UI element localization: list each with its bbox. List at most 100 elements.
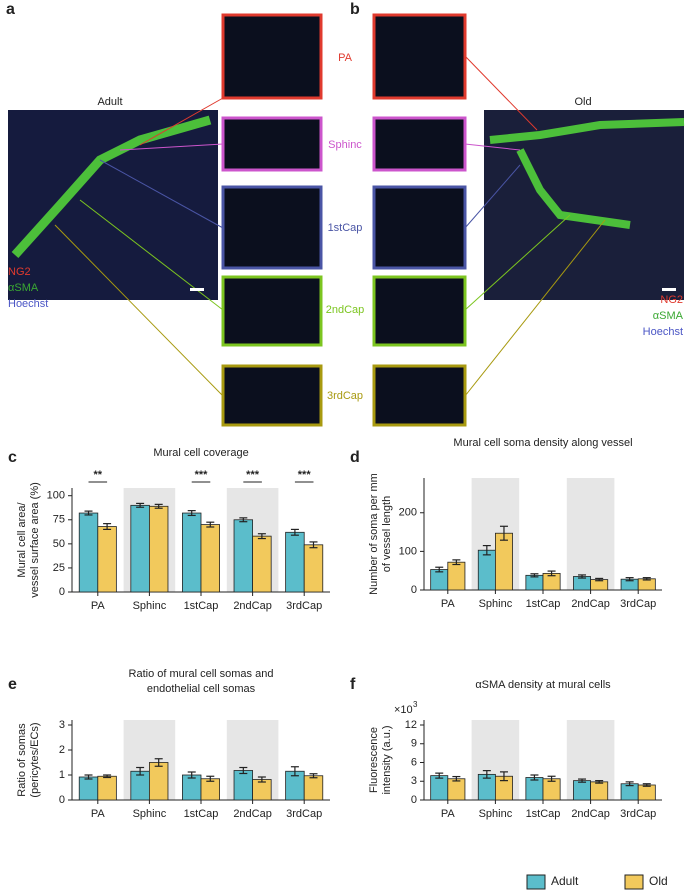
bar (97, 775, 117, 801)
x-tick-label: Sphinc (479, 598, 513, 610)
x-tick-label: 3rdCap (620, 598, 656, 610)
error-bar (84, 774, 93, 780)
y-tick-label: 75 (53, 514, 65, 526)
legend-label: Adult (551, 874, 579, 888)
stain-label: αSMA (653, 310, 684, 322)
error-bar (290, 766, 299, 777)
error-bar (84, 510, 93, 516)
bar (525, 777, 544, 801)
y-tick-label: 0 (59, 586, 65, 598)
error-bar (625, 577, 634, 582)
y-multiplier-exp: 3 (413, 700, 418, 709)
x-tick-label: 1stCap (526, 598, 561, 610)
significance-label: *** (195, 469, 209, 481)
error-bar (482, 770, 491, 779)
error-bar (578, 778, 587, 783)
error-bar (578, 574, 587, 579)
error-bar (154, 758, 163, 767)
error-bar (452, 775, 461, 782)
x-tick-label: Sphinc (133, 600, 167, 612)
significance-label: *** (246, 469, 260, 481)
bar (78, 776, 99, 801)
error-bar (257, 776, 266, 783)
error-bar (290, 528, 299, 536)
bar (233, 770, 254, 801)
insets (221, 13, 467, 427)
stain-label: Hoechst (8, 298, 48, 310)
significance-label: *** (298, 469, 312, 481)
error-bar (499, 525, 508, 541)
error-bar (239, 766, 248, 775)
x-tick-label: 2ndCap (571, 808, 610, 820)
chart-title: Mural cell coverage (153, 447, 248, 459)
error-bar (642, 783, 651, 787)
x-tick-label: 3rdCap (620, 808, 656, 820)
x-tick-label: PA (91, 600, 106, 612)
x-tick-label: Sphinc (479, 808, 513, 820)
error-bar (136, 502, 145, 508)
old-vessel (489, 118, 685, 229)
image-title: Old (574, 96, 591, 108)
error-bar (642, 577, 651, 581)
scale-bar (190, 288, 204, 291)
old-image (484, 110, 684, 300)
y-axis-label: Fluorescence (368, 727, 380, 793)
y-axis-label: of vessel length (381, 496, 393, 572)
bar (303, 775, 324, 801)
y-tick-label: 2 (59, 744, 65, 756)
error-bar (435, 566, 444, 573)
y-tick-label: 0 (411, 584, 417, 596)
y-axis-label: Ratio of somas (16, 723, 28, 797)
error-bar (435, 772, 444, 779)
error-bar (206, 521, 215, 528)
significance-label: ** (94, 469, 103, 481)
bar (303, 544, 324, 593)
bar (200, 524, 220, 593)
chart-title: Ratio of mural cell somas and (129, 668, 274, 680)
inset-label: PA (338, 52, 353, 64)
inset-label: 3rdCap (327, 390, 363, 402)
x-tick-label: Sphinc (133, 808, 167, 820)
error-bar (187, 510, 196, 517)
bar (252, 535, 272, 593)
panel-letter: c (8, 449, 17, 466)
y-multiplier: ×10 (394, 704, 413, 716)
panel-letter: e (8, 676, 17, 693)
y-tick-label: 6 (411, 756, 417, 768)
x-tick-label: 3rdCap (286, 600, 322, 612)
inset-label: 2ndCap (326, 304, 365, 316)
error-bar (239, 517, 248, 523)
chart-title: endothelial cell somas (147, 683, 256, 695)
bar (447, 561, 466, 591)
legend-swatch (526, 874, 546, 890)
panel-letter: a (6, 1, 15, 18)
y-axis-label: intensity (a.u.) (381, 725, 393, 794)
bar (590, 781, 609, 801)
error-bar (187, 771, 196, 779)
y-axis-label: vessel surface area (%) (29, 482, 41, 598)
error-bar (530, 573, 539, 578)
bar (148, 762, 169, 801)
y-axis-label: Mural cell area/ (16, 501, 28, 577)
bar (97, 526, 117, 593)
stain-label: NG2 (8, 266, 31, 278)
x-tick-label: 1stCap (526, 808, 561, 820)
x-tick-label: 2ndCap (233, 808, 272, 820)
bar (285, 531, 305, 593)
x-tick-label: 1stCap (184, 808, 219, 820)
x-tick-label: 2ndCap (571, 598, 610, 610)
x-tick-label: PA (91, 808, 106, 820)
legend-swatch (624, 874, 644, 890)
stain-label: NG2 (660, 294, 683, 306)
bar (233, 519, 254, 593)
stain-label: Hoechst (643, 326, 683, 338)
micrographs (8, 13, 685, 427)
error-bar (547, 570, 556, 577)
y-tick-label: 9 (411, 738, 417, 750)
bar (447, 778, 466, 801)
error-bar (103, 774, 112, 779)
error-bar (595, 577, 604, 582)
y-tick-label: 0 (411, 794, 417, 806)
y-tick-label: 200 (399, 507, 417, 519)
